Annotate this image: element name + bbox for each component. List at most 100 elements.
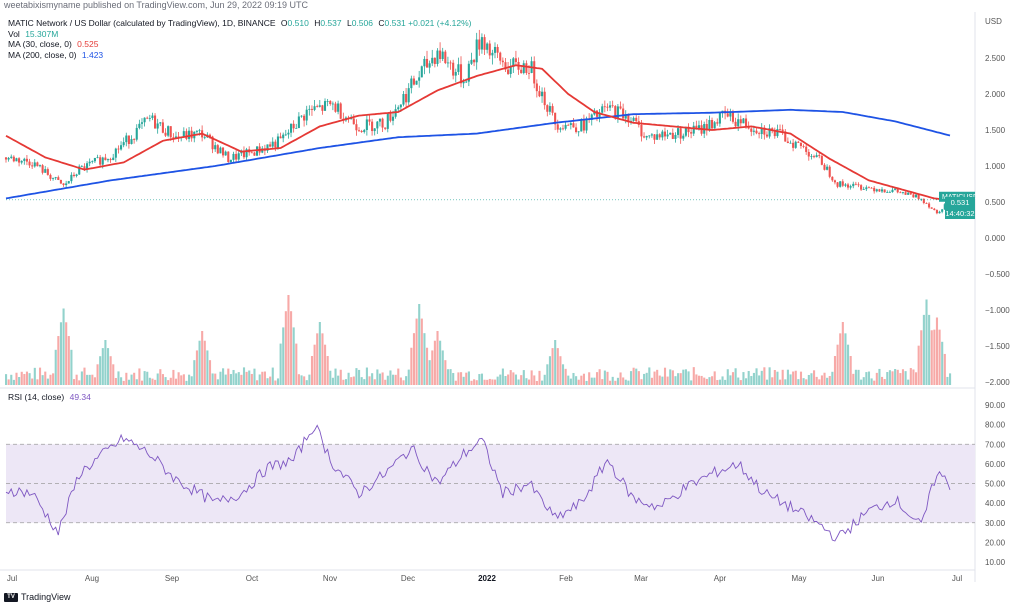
volume-bar: [700, 375, 703, 385]
volume-bar: [815, 376, 818, 385]
candle-body: [491, 52, 494, 56]
candle-body: [739, 119, 742, 124]
volume-bar: [606, 371, 609, 385]
candle-body: [146, 117, 149, 119]
volume-bar: [344, 379, 348, 385]
volume-bar: [507, 374, 510, 385]
candle-body: [360, 131, 363, 132]
candle-body: [493, 46, 497, 53]
candle-body: [737, 119, 740, 127]
volume-bar: [943, 353, 946, 385]
volume-bar: [475, 380, 478, 385]
volume-bar: [797, 379, 800, 385]
volume-bar: [603, 370, 606, 385]
candle-body: [880, 189, 884, 192]
volume-bar: [554, 340, 557, 385]
volume-bar: [684, 369, 687, 385]
rsi-tick-label: 20.00: [985, 538, 1006, 547]
candle-body: [483, 37, 486, 50]
candle-body: [907, 192, 910, 195]
volume-bar: [240, 374, 243, 385]
candle-body: [823, 164, 826, 170]
volume-bar: [572, 372, 575, 385]
candle-body: [454, 71, 457, 76]
candle-body: [669, 132, 672, 135]
legend-high: H0.537: [314, 18, 342, 28]
volume-bar: [687, 371, 690, 385]
volume-bar: [159, 369, 162, 385]
volume-bar: [18, 377, 21, 385]
candle-body: [339, 103, 342, 119]
candle-body: [758, 133, 761, 135]
volume-bar: [789, 374, 792, 385]
time-axis-label: May: [791, 574, 806, 583]
volume-bar: [274, 380, 277, 385]
volume-bar: [219, 371, 222, 385]
candle-body: [846, 184, 850, 188]
candle-body: [645, 135, 648, 138]
candle-body: [389, 113, 392, 121]
volume-bar: [478, 374, 481, 385]
candle-body: [198, 130, 201, 132]
candle-body: [925, 202, 928, 204]
volume-bar: [457, 372, 460, 385]
price-tick-label: 1.000: [985, 162, 1006, 171]
volume-bar: [901, 369, 905, 385]
candle-body: [546, 105, 549, 112]
candle-body: [870, 187, 873, 189]
candle-body: [391, 116, 395, 121]
volume-bar: [235, 373, 238, 385]
candle-body: [603, 106, 606, 108]
volume-bar: [164, 377, 167, 385]
volume-bar: [671, 370, 674, 385]
volume-bar: [276, 378, 280, 385]
volume-bar: [538, 370, 541, 385]
volume-bar: [62, 308, 65, 385]
candle-body: [666, 134, 669, 137]
candle-body: [606, 106, 609, 108]
candle-body: [300, 115, 303, 117]
legend-low: L0.506: [346, 18, 373, 28]
volume-bar: [601, 379, 604, 385]
volume-bar: [501, 368, 504, 385]
candle-body: [867, 187, 870, 189]
volume-bar: [36, 379, 39, 385]
volume-bar: [59, 322, 63, 385]
volume-bar: [792, 371, 795, 385]
candle-body: [928, 203, 931, 208]
candle-body: [23, 158, 26, 161]
volume-bar: [358, 369, 361, 385]
volume-bar: [611, 376, 614, 385]
price-tick-label: 2.500: [985, 54, 1006, 63]
legend-ma30-row: MA (30, close, 0) 0.525: [8, 39, 472, 50]
volume-bar: [433, 340, 436, 385]
candle-body: [661, 131, 664, 138]
volume-bar: [920, 330, 923, 385]
volume-bar: [718, 379, 721, 385]
volume-bar: [867, 371, 871, 385]
volume-bar: [928, 314, 931, 385]
time-axis-label: Jun: [872, 574, 885, 583]
volume-bar: [559, 356, 562, 385]
volume-bar: [329, 370, 332, 385]
volume-bar: [224, 374, 227, 385]
volume-bar: [263, 371, 266, 385]
candle-body: [407, 88, 410, 103]
volume-bar: [444, 360, 447, 385]
candle-body: [710, 120, 714, 129]
ma30-line: [5, 64, 951, 202]
volume-bar: [925, 299, 928, 385]
candle-body: [120, 145, 123, 150]
candle-body: [478, 39, 481, 50]
candle-body: [452, 62, 455, 76]
candle-body: [575, 127, 578, 133]
volume-bar: [585, 380, 588, 385]
volume-bar: [619, 372, 622, 385]
volume-bar: [632, 367, 635, 385]
candle-body: [512, 58, 515, 68]
candle-body: [106, 159, 110, 161]
volume-bar: [180, 375, 183, 385]
volume-bar: [337, 375, 340, 385]
volume-bar: [428, 360, 431, 385]
